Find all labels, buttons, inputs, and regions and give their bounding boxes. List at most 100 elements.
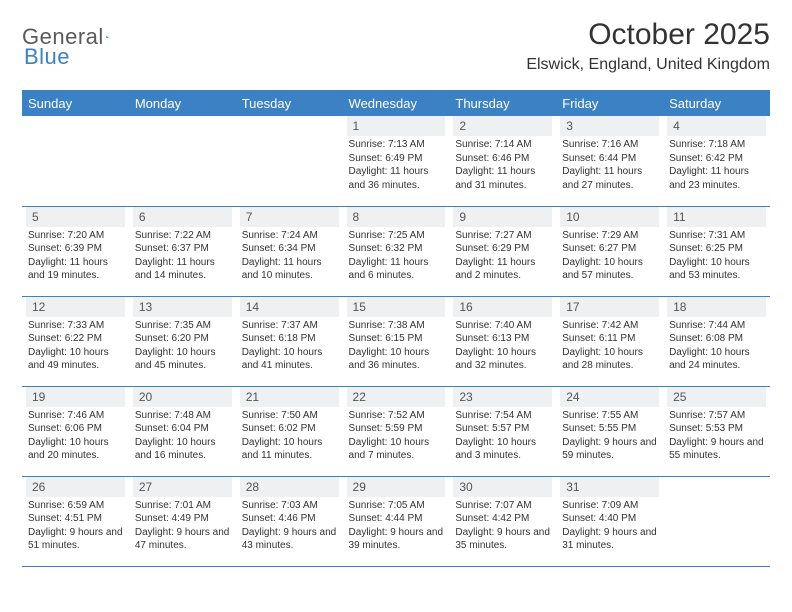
sunset-text: Sunset: 5:59 PM bbox=[349, 422, 444, 436]
day-cell: 15Sunrise: 7:38 AMSunset: 6:15 PMDayligh… bbox=[343, 296, 450, 386]
daylight-text: Daylight: 10 hours and 53 minutes. bbox=[669, 256, 764, 283]
day-cell: 18Sunrise: 7:44 AMSunset: 6:08 PMDayligh… bbox=[663, 296, 770, 386]
day-info: Sunrise: 7:18 AMSunset: 6:42 PMDaylight:… bbox=[667, 138, 766, 192]
sunset-text: Sunset: 4:44 PM bbox=[349, 512, 444, 526]
day-header-mon: Monday bbox=[129, 91, 236, 116]
daylight-text: Daylight: 9 hours and 35 minutes. bbox=[455, 526, 550, 553]
day-cell: 30Sunrise: 7:07 AMSunset: 4:42 PMDayligh… bbox=[449, 476, 556, 566]
sunrise-text: Sunrise: 7:05 AM bbox=[349, 499, 444, 513]
daylight-text: Daylight: 11 hours and 6 minutes. bbox=[349, 256, 444, 283]
day-number: 30 bbox=[453, 477, 552, 497]
sunrise-text: Sunrise: 7:14 AM bbox=[455, 138, 550, 152]
sunset-text: Sunset: 6:39 PM bbox=[28, 242, 123, 256]
day-number: 14 bbox=[240, 297, 339, 317]
day-number: 27 bbox=[133, 477, 232, 497]
sunrise-text: Sunrise: 7:27 AM bbox=[455, 229, 550, 243]
sunset-text: Sunset: 6:46 PM bbox=[455, 152, 550, 166]
day-cell: 25Sunrise: 7:57 AMSunset: 5:53 PMDayligh… bbox=[663, 386, 770, 476]
day-info: Sunrise: 7:22 AMSunset: 6:37 PMDaylight:… bbox=[133, 229, 232, 283]
sunrise-text: Sunrise: 7:29 AM bbox=[562, 229, 657, 243]
day-cell: 24Sunrise: 7:55 AMSunset: 5:55 PMDayligh… bbox=[556, 386, 663, 476]
sunset-text: Sunset: 6:11 PM bbox=[562, 332, 657, 346]
sunrise-text: Sunrise: 7:52 AM bbox=[349, 409, 444, 423]
day-number: 19 bbox=[26, 387, 125, 407]
location: Elswick, England, United Kingdom bbox=[526, 56, 770, 74]
week-row: 5Sunrise: 7:20 AMSunset: 6:39 PMDaylight… bbox=[22, 206, 770, 296]
day-number: 16 bbox=[453, 297, 552, 317]
daylight-text: Daylight: 9 hours and 47 minutes. bbox=[135, 526, 230, 553]
daylight-text: Daylight: 11 hours and 36 minutes. bbox=[349, 165, 444, 192]
calendar-table: Sunday Monday Tuesday Wednesday Thursday… bbox=[22, 90, 770, 567]
day-info: Sunrise: 7:52 AMSunset: 5:59 PMDaylight:… bbox=[347, 409, 446, 463]
daylight-text: Daylight: 10 hours and 57 minutes. bbox=[562, 256, 657, 283]
sunset-text: Sunset: 6:08 PM bbox=[669, 332, 764, 346]
day-info: Sunrise: 7:09 AMSunset: 4:40 PMDaylight:… bbox=[560, 499, 659, 553]
day-cell: 8Sunrise: 7:25 AMSunset: 6:32 PMDaylight… bbox=[343, 206, 450, 296]
daylight-text: Daylight: 10 hours and 20 minutes. bbox=[28, 436, 123, 463]
day-info: Sunrise: 7:16 AMSunset: 6:44 PMDaylight:… bbox=[560, 138, 659, 192]
day-info: Sunrise: 6:59 AMSunset: 4:51 PMDaylight:… bbox=[26, 499, 125, 553]
daylight-text: Daylight: 9 hours and 43 minutes. bbox=[242, 526, 337, 553]
day-number: 23 bbox=[453, 387, 552, 407]
day-cell: 21Sunrise: 7:50 AMSunset: 6:02 PMDayligh… bbox=[236, 386, 343, 476]
daylight-text: Daylight: 11 hours and 23 minutes. bbox=[669, 165, 764, 192]
day-cell: 11 Sunrise: 7:31 AMSunset: 6:25 PMDayligh… bbox=[663, 206, 770, 296]
sunrise-text: Sunrise: 7:13 AM bbox=[349, 138, 444, 152]
day-info: Sunrise: 7:05 AMSunset: 4:44 PMDaylight:… bbox=[347, 499, 446, 553]
day-cell: 1 Sunrise: 7:13 AMSunset: 6:49 PMDaylight… bbox=[343, 116, 450, 206]
day-cell: 20Sunrise: 7:48 AMSunset: 6:04 PMDayligh… bbox=[129, 386, 236, 476]
day-number: 10 bbox=[560, 207, 659, 227]
sunset-text: Sunset: 6:25 PM bbox=[669, 242, 764, 256]
day-number: 1 bbox=[347, 116, 446, 136]
day-info: Sunrise: 7:44 AMSunset: 6:08 PMDaylight:… bbox=[667, 319, 766, 373]
day-cell: 7Sunrise: 7:24 AMSunset: 6:34 PMDaylight… bbox=[236, 206, 343, 296]
sunset-text: Sunset: 4:40 PM bbox=[562, 512, 657, 526]
daylight-text: Daylight: 9 hours and 39 minutes. bbox=[349, 526, 444, 553]
daylight-text: Daylight: 10 hours and 36 minutes. bbox=[349, 346, 444, 373]
week-row: 26Sunrise: 6:59 AMSunset: 4:51 PMDayligh… bbox=[22, 476, 770, 566]
sunrise-text: Sunrise: 6:59 AM bbox=[28, 499, 123, 513]
sunset-text: Sunset: 6:18 PM bbox=[242, 332, 337, 346]
sunset-text: Sunset: 6:13 PM bbox=[455, 332, 550, 346]
sunrise-text: Sunrise: 7:35 AM bbox=[135, 319, 230, 333]
day-number: 28 bbox=[240, 477, 339, 497]
sunset-text: Sunset: 5:57 PM bbox=[455, 422, 550, 436]
sunset-text: Sunset: 5:53 PM bbox=[669, 422, 764, 436]
daylight-text: Daylight: 10 hours and 7 minutes. bbox=[349, 436, 444, 463]
sunrise-text: Sunrise: 7:57 AM bbox=[669, 409, 764, 423]
daylight-text: Daylight: 11 hours and 10 minutes. bbox=[242, 256, 337, 283]
day-cell: 22Sunrise: 7:52 AMSunset: 5:59 PMDayligh… bbox=[343, 386, 450, 476]
logo-word-2: Blue bbox=[24, 44, 70, 70]
day-cell: 2Sunrise: 7:14 AMSunset: 6:46 PMDaylight… bbox=[449, 116, 556, 206]
day-number: 31 bbox=[560, 477, 659, 497]
day-cell: 12Sunrise: 7:33 AMSunset: 6:22 PMDayligh… bbox=[22, 296, 129, 386]
sunset-text: Sunset: 5:55 PM bbox=[562, 422, 657, 436]
day-number: 22 bbox=[347, 387, 446, 407]
sunrise-text: Sunrise: 7:40 AM bbox=[455, 319, 550, 333]
day-cell: 23Sunrise: 7:54 AMSunset: 5:57 PMDayligh… bbox=[449, 386, 556, 476]
sunset-text: Sunset: 6:44 PM bbox=[562, 152, 657, 166]
day-number: 12 bbox=[26, 297, 125, 317]
daylight-text: Daylight: 10 hours and 11 minutes. bbox=[242, 436, 337, 463]
sunset-text: Sunset: 6:29 PM bbox=[455, 242, 550, 256]
sunrise-text: Sunrise: 7:01 AM bbox=[135, 499, 230, 513]
day-info: Sunrise: 7:03 AMSunset: 4:46 PMDaylight:… bbox=[240, 499, 339, 553]
day-number: 7 bbox=[240, 207, 339, 227]
sunset-text: Sunset: 6:37 PM bbox=[135, 242, 230, 256]
day-info: Sunrise: 7:37 AMSunset: 6:18 PMDaylight:… bbox=[240, 319, 339, 373]
day-header-wed: Wednesday bbox=[343, 91, 450, 116]
day-cell: 9Sunrise: 7:27 AMSunset: 6:29 PMDaylight… bbox=[449, 206, 556, 296]
daylight-text: Daylight: 10 hours and 45 minutes. bbox=[135, 346, 230, 373]
day-number: 29 bbox=[347, 477, 446, 497]
day-cell: 26Sunrise: 6:59 AMSunset: 4:51 PMDayligh… bbox=[22, 476, 129, 566]
day-cell: 29Sunrise: 7:05 AMSunset: 4:44 PMDayligh… bbox=[343, 476, 450, 566]
day-number: 21 bbox=[240, 387, 339, 407]
daylight-text: Daylight: 9 hours and 31 minutes. bbox=[562, 526, 657, 553]
day-cell: 3Sunrise: 7:16 AMSunset: 6:44 PMDaylight… bbox=[556, 116, 663, 206]
sunset-text: Sunset: 6:22 PM bbox=[28, 332, 123, 346]
logo-sail-icon bbox=[106, 27, 109, 47]
day-number: 11 bbox=[667, 207, 766, 227]
sunrise-text: Sunrise: 7:31 AM bbox=[669, 229, 764, 243]
sunset-text: Sunset: 6:49 PM bbox=[349, 152, 444, 166]
day-info: Sunrise: 7:50 AMSunset: 6:02 PMDaylight:… bbox=[240, 409, 339, 463]
